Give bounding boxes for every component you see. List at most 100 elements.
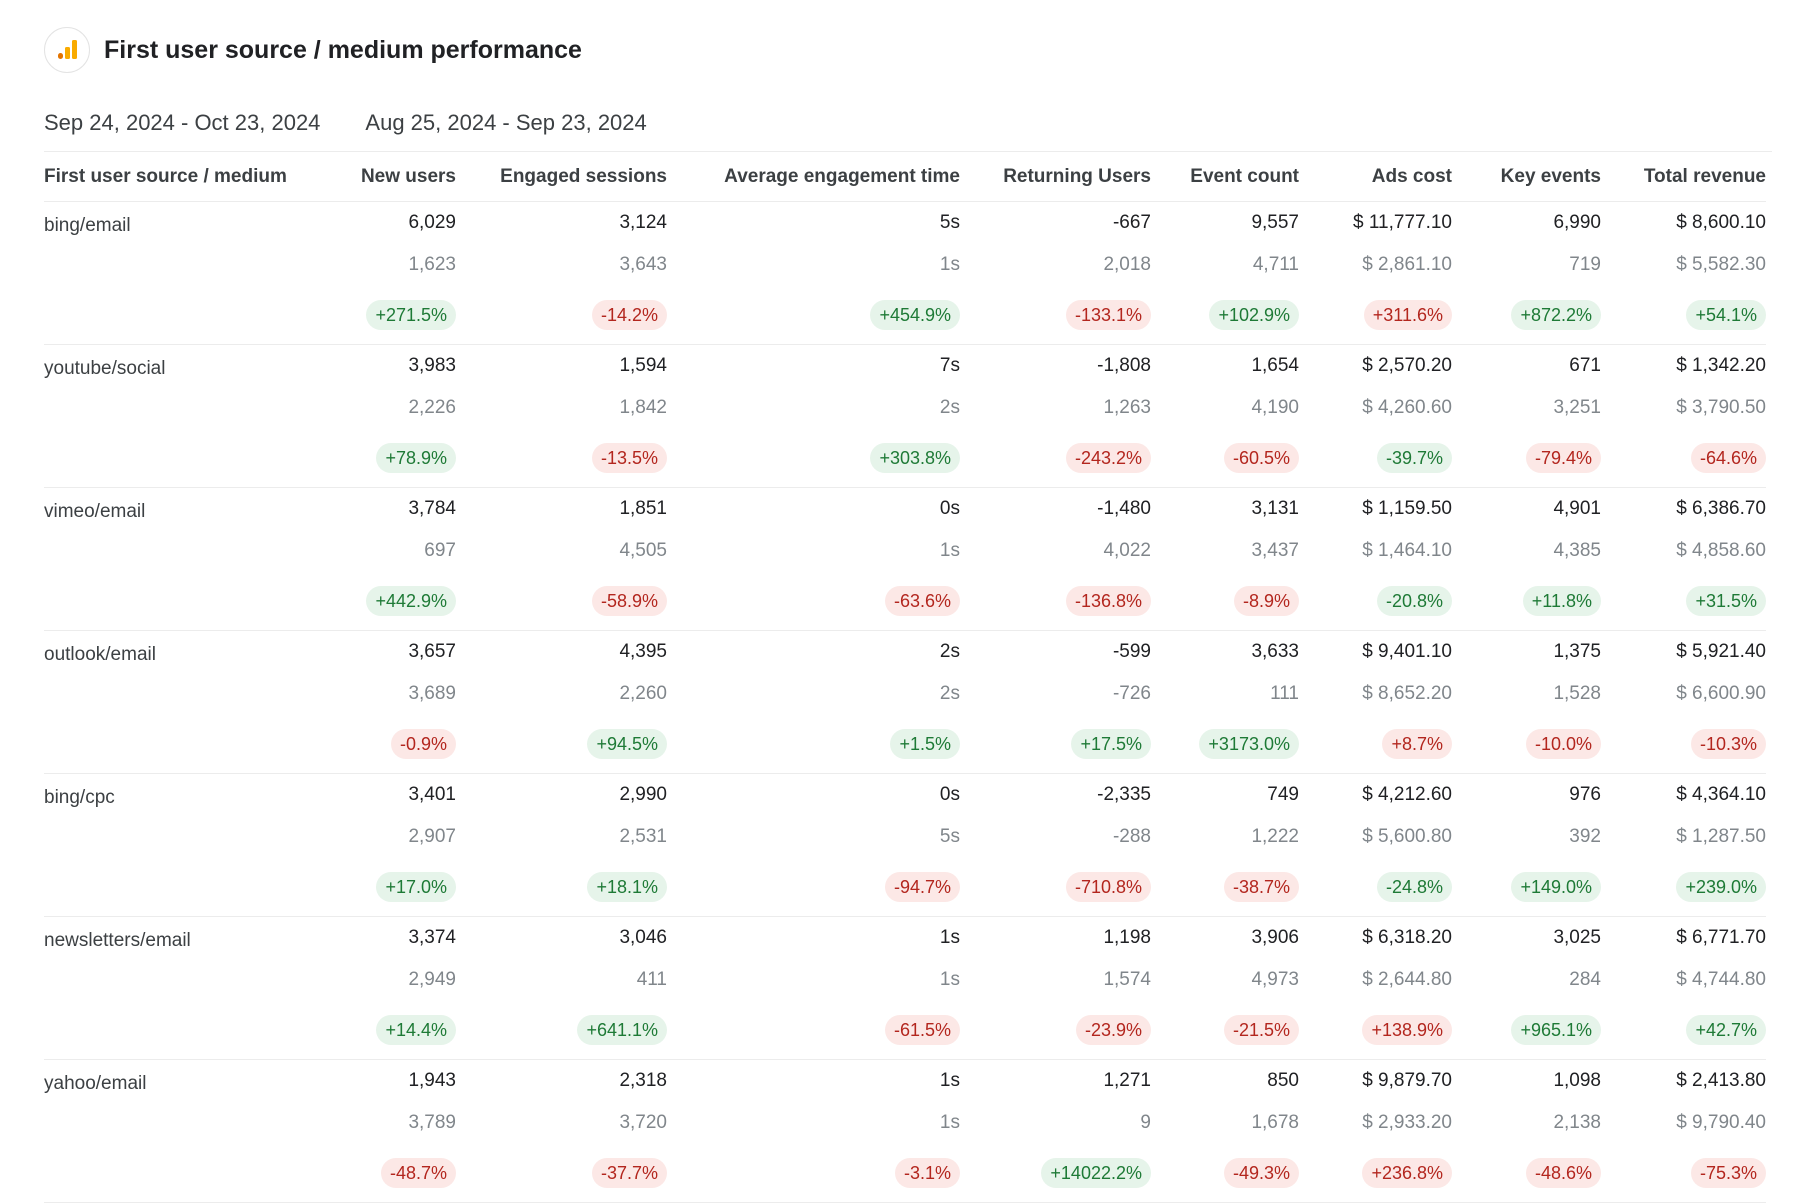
- current-value: $ 2,570.20: [1362, 355, 1452, 376]
- previous-value: 4,711: [1252, 253, 1299, 275]
- change-badge: +641.1%: [577, 1014, 667, 1045]
- previous-value: 4,385: [1553, 539, 1601, 561]
- column-header[interactable]: Engaged sessions: [456, 152, 667, 202]
- change-cell: +54.1%: [1601, 285, 1766, 344]
- change-cell: +94.5%: [456, 714, 667, 773]
- change-cell: +11.8%: [1452, 571, 1601, 630]
- previous-value: $ 2,861.10: [1362, 253, 1452, 275]
- column-header[interactable]: First user source / medium: [44, 152, 304, 202]
- previous-value: 4,973: [1251, 968, 1299, 990]
- previous-value: 697: [424, 539, 456, 561]
- previous-value: $ 1,464.10: [1362, 539, 1452, 561]
- previous-value: 4,190: [1251, 396, 1299, 418]
- change-badge: -48.6%: [1525, 1157, 1601, 1188]
- column-header[interactable]: Key events: [1452, 152, 1601, 202]
- current-value: 3,983: [408, 355, 456, 376]
- current-value: $ 1,342.20: [1676, 355, 1766, 376]
- date-ranges: Sep 24, 2024 - Oct 23, 2024 Aug 25, 2024…: [44, 110, 647, 136]
- change-cell: -38.7%: [1151, 857, 1299, 916]
- column-header[interactable]: Ads cost: [1299, 152, 1452, 202]
- bar-chart-icon: [58, 40, 77, 59]
- source-medium-label: newsletters/email: [44, 930, 191, 951]
- column-header[interactable]: Returning Users: [960, 152, 1151, 202]
- previous-value: 3,251: [1553, 396, 1601, 418]
- previous-value: $ 1,287.50: [1676, 825, 1766, 847]
- previous-value: $ 4,858.60: [1676, 539, 1766, 561]
- change-badge: -61.5%: [884, 1014, 960, 1045]
- column-header[interactable]: Event count: [1151, 152, 1299, 202]
- previous-value: 2,018: [1103, 253, 1151, 275]
- change-badge: -3.1%: [894, 1157, 960, 1188]
- change-badge: -39.7%: [1376, 442, 1452, 473]
- previous-value: 3,789: [408, 1111, 456, 1133]
- previous-value: 3,689: [408, 682, 456, 704]
- change-badge: -8.9%: [1233, 585, 1299, 616]
- change-badge: -23.9%: [1075, 1014, 1151, 1045]
- change-badge: +18.1%: [587, 871, 667, 902]
- previous-value: $ 2,933.20: [1362, 1111, 1452, 1133]
- change-cell: +17.0%: [304, 857, 456, 916]
- change-badge: -20.8%: [1376, 585, 1452, 616]
- change-cell: -14.2%: [456, 285, 667, 344]
- change-badge: +311.6%: [1363, 299, 1452, 330]
- change-badge: -58.9%: [591, 585, 667, 616]
- previous-value: $ 9,790.40: [1676, 1111, 1766, 1133]
- current-value: 1,594: [619, 355, 667, 376]
- current-value: 976: [1569, 784, 1601, 805]
- previous-value: 411: [636, 968, 667, 990]
- current-value: -2,335: [1097, 784, 1151, 805]
- column-header[interactable]: New users: [304, 152, 456, 202]
- source-medium-label: youtube/social: [44, 358, 166, 379]
- column-header[interactable]: Total revenue: [1601, 152, 1766, 202]
- previous-value: 2,138: [1553, 1111, 1601, 1133]
- current-value: 6,990: [1553, 212, 1601, 233]
- change-cell: +14.4%: [304, 1000, 456, 1059]
- change-cell: -20.8%: [1299, 571, 1452, 630]
- previous-value: 1,528: [1553, 682, 1601, 704]
- change-badge: +3173.0%: [1199, 728, 1299, 759]
- change-cell: -24.8%: [1299, 857, 1452, 916]
- change-cell: -39.7%: [1299, 428, 1452, 487]
- previous-value: -288: [1112, 825, 1151, 847]
- current-value: 1,375: [1553, 641, 1601, 662]
- change-badge: +239.0%: [1676, 871, 1766, 902]
- change-cell: -37.7%: [456, 1143, 667, 1202]
- change-badge: +14.4%: [376, 1014, 456, 1045]
- change-badge: +102.9%: [1209, 299, 1299, 330]
- current-value: 7s: [939, 355, 960, 376]
- column-header[interactable]: Average engagement time: [667, 152, 960, 202]
- change-cell: +14022.2%: [960, 1143, 1151, 1202]
- previous-date-range: Aug 25, 2024 - Sep 23, 2024: [365, 110, 647, 135]
- previous-value: 1,263: [1103, 396, 1151, 418]
- previous-value: 111: [1270, 682, 1299, 704]
- current-value: -1,808: [1097, 355, 1151, 376]
- change-badge: -13.5%: [591, 442, 667, 473]
- current-value: 0s: [939, 784, 960, 805]
- current-value: 3,401: [408, 784, 456, 805]
- change-badge: -48.7%: [380, 1157, 456, 1188]
- current-value: $ 11,777.10: [1353, 212, 1452, 233]
- change-cell: +271.5%: [304, 285, 456, 344]
- change-badge: -136.8%: [1065, 585, 1151, 616]
- current-value: 749: [1267, 784, 1299, 805]
- change-cell: +3173.0%: [1151, 714, 1299, 773]
- current-value: 3,784: [408, 498, 456, 519]
- change-cell: +138.9%: [1299, 1000, 1452, 1059]
- change-cell: -136.8%: [960, 571, 1151, 630]
- row-divider: [44, 1059, 1766, 1060]
- change-badge: +236.8%: [1362, 1157, 1452, 1188]
- previous-value: 5s: [939, 825, 960, 847]
- current-value: $ 6,318.20: [1362, 927, 1452, 948]
- change-cell: -49.3%: [1151, 1143, 1299, 1202]
- current-value: $ 6,771.70: [1676, 927, 1766, 948]
- previous-value: 2,531: [619, 825, 667, 847]
- source-medium-label: bing/email: [44, 215, 131, 236]
- previous-value: 3,643: [619, 253, 667, 275]
- analytics-logo-icon: [44, 27, 90, 73]
- current-value: $ 6,386.70: [1676, 498, 1766, 519]
- change-cell: +102.9%: [1151, 285, 1299, 344]
- current-value: 1s: [939, 927, 960, 948]
- change-badge: +94.5%: [587, 728, 667, 759]
- change-badge: -75.3%: [1690, 1157, 1766, 1188]
- change-cell: +149.0%: [1452, 857, 1601, 916]
